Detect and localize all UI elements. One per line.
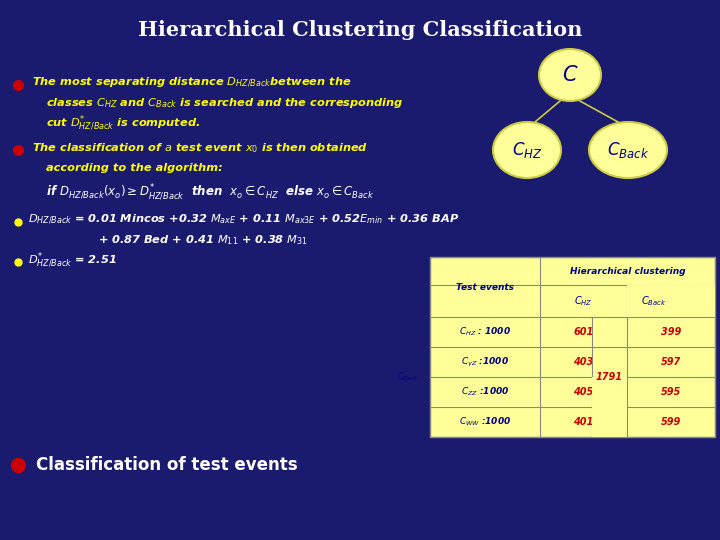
Text: $C_{ZZ}$ :1000: $C_{ZZ}$ :1000 [461,386,509,399]
Text: $C_{HZ}$: $C_{HZ}$ [512,140,542,160]
Text: $C_{Back}$: $C_{Back}$ [607,140,649,160]
Text: Classification of test events: Classification of test events [36,456,297,474]
Text: if $D_{HZ/Back}(x_o) \geq D_{HZ/Back}^{*}$  then  $x_o \in C_{HZ}$  else $x_o \i: if $D_{HZ/Back}(x_o) \geq D_{HZ/Back}^{*… [46,182,374,202]
Text: 403: 403 [573,357,593,367]
Text: Hierarchical clustering: Hierarchical clustering [570,267,685,275]
Text: $C_{HZ}$ : 1000: $C_{HZ}$ : 1000 [459,326,511,338]
Text: $C_{Back}$: $C_{Back}$ [658,294,684,308]
Text: $C_{\gamma Z}$ :1000: $C_{\gamma Z}$ :1000 [461,355,509,368]
Text: 1791: 1791 [596,372,623,382]
Text: cut $D_{HZ/Back}^{*}$ is computed.: cut $D_{HZ/Back}^{*}$ is computed. [46,113,200,133]
Text: Test events: Test events [456,282,514,292]
Text: $D_{HZ/Back}$ = 0.01 Mincos +0.32 $M_{axE}$ + 0.11 $M_{ax3E}$ + 0.52$E_{min}$ + : $D_{HZ/Back}$ = 0.01 Mincos +0.32 $M_{ax… [28,213,459,227]
Bar [430,257,715,437]
Text: 597: 597 [661,357,681,367]
Ellipse shape [589,122,667,178]
Text: $C$: $C$ [562,65,578,85]
Ellipse shape [493,122,561,178]
Text: 401: 401 [573,417,593,427]
Text: The classification of $a$ test event $x_0$ is then obtained: The classification of $a$ test event $x_… [32,141,368,155]
Text: Hierarchical Clustering Classification: Hierarchical Clustering Classification [138,20,582,40]
Text: $D_{HZ/Back}^{*}$ = 2.51: $D_{HZ/Back}^{*}$ = 2.51 [28,250,117,270]
Text: 405: 405 [573,387,593,397]
Text: $C_{Back}$: $C_{Back}$ [397,371,419,383]
Text: 599: 599 [661,417,681,427]
Text: classes $C_{HZ}$ and $C_{Back}$ is searched and the corresponding: classes $C_{HZ}$ and $C_{Back}$ is searc… [46,96,404,110]
Text: $C_{Back}$: $C_{Back}$ [641,294,666,308]
Text: 595: 595 [661,387,681,397]
Bar [627,285,715,317]
Text: 399: 399 [661,327,681,337]
Text: $C_{HZ}$: $C_{HZ}$ [574,294,593,308]
Text: 601: 601 [573,327,593,337]
Text: according to the algorithm:: according to the algorithm: [46,163,222,173]
Text: $C_{WW}$ :1000: $C_{WW}$ :1000 [459,416,511,428]
Text: + 0.87 Bed + 0.41 $M_{11}$ + 0.38 $M_{31}$: + 0.87 Bed + 0.41 $M_{11}$ + 0.38 $M_{31… [98,233,308,247]
Bar [592,377,627,437]
Ellipse shape [539,49,601,101]
Text: The most separating distance $D_{HZ/Back}$between the: The most separating distance $D_{HZ/Back… [32,76,351,90]
